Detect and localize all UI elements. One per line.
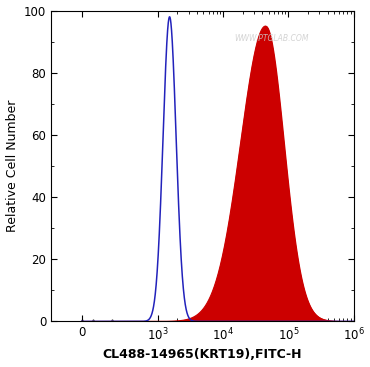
Y-axis label: Relative Cell Number: Relative Cell Number	[6, 100, 18, 232]
X-axis label: CL488-14965(KRT19),FITC-H: CL488-14965(KRT19),FITC-H	[102, 348, 302, 361]
Text: WWW.PTGLAB.COM: WWW.PTGLAB.COM	[235, 34, 309, 43]
